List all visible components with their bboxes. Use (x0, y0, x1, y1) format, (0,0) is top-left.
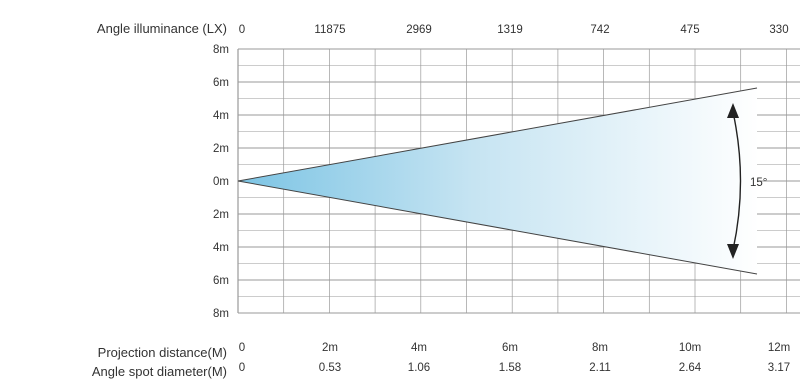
spot-diameter-value: 1.06 (408, 362, 430, 374)
vertical-axis-labels: 8m 6m 4m 2m 0m 2m 4m 6m 8m (213, 44, 229, 320)
projection-distance-value: 12m (768, 342, 790, 354)
beam-angle-label: 15° (750, 177, 767, 189)
illuminance-value: 2969 (406, 24, 432, 36)
beam-upper-edge (237, 87, 758, 182)
vertical-axis-label: 6m (213, 275, 229, 287)
illuminance-value: 11875 (314, 24, 345, 36)
illuminance-value: 475 (680, 24, 699, 36)
illuminance-value: 742 (590, 24, 609, 36)
spot-diameter-value: 2.11 (589, 362, 611, 374)
spot-diameter-value: 0.53 (319, 362, 341, 374)
vertical-axis-label: 8m (213, 44, 229, 56)
spot-diameter-values: 0 0.53 1.06 1.58 2.11 2.64 3.17 (239, 362, 790, 374)
illuminance-value: 330 (769, 24, 788, 36)
spot-diameter-row-title: Angle spot diameter(M) (92, 364, 227, 379)
spot-diameter-value: 0 (239, 362, 245, 374)
arrow-down-icon (727, 244, 739, 259)
projection-distance-value: 2m (322, 342, 338, 354)
vertical-axis-label: 4m (213, 110, 229, 122)
vertical-axis-label: 2m (213, 143, 229, 155)
spot-diameter-value: 2.64 (679, 362, 702, 374)
arrow-up-icon (727, 103, 739, 118)
projection-distance-value: 4m (411, 342, 427, 354)
projection-distance-value: 8m (592, 342, 608, 354)
vertical-axis-label: 2m (213, 209, 229, 221)
projection-distance-row-title: Projection distance(M) (98, 345, 227, 360)
vertical-axis-label: 8m (213, 308, 229, 320)
projection-distance-value: 6m (502, 342, 518, 354)
illuminance-value: 1319 (497, 24, 523, 36)
projection-distance-values: 0 2m 4m 6m 8m 10m 12m (239, 342, 790, 354)
illuminance-value: 0 (239, 24, 245, 36)
illuminance-row-title: Angle illuminance (LX) (97, 21, 227, 36)
spot-diameter-value: 3.17 (768, 362, 790, 374)
beam-lower-edge (237, 180, 758, 275)
beam-cone (238, 88, 757, 274)
spot-diameter-value: 1.58 (499, 362, 521, 374)
projection-distance-value: 10m (679, 342, 701, 354)
vertical-axis-label: 0m (213, 176, 229, 188)
vertical-axis-label: 6m (213, 77, 229, 89)
projection-distance-value: 0 (239, 342, 245, 354)
vertical-axis-label: 4m (213, 242, 229, 254)
illuminance-values: 0 11875 2969 1319 742 475 330 (239, 24, 789, 36)
angle-arc (732, 111, 742, 251)
